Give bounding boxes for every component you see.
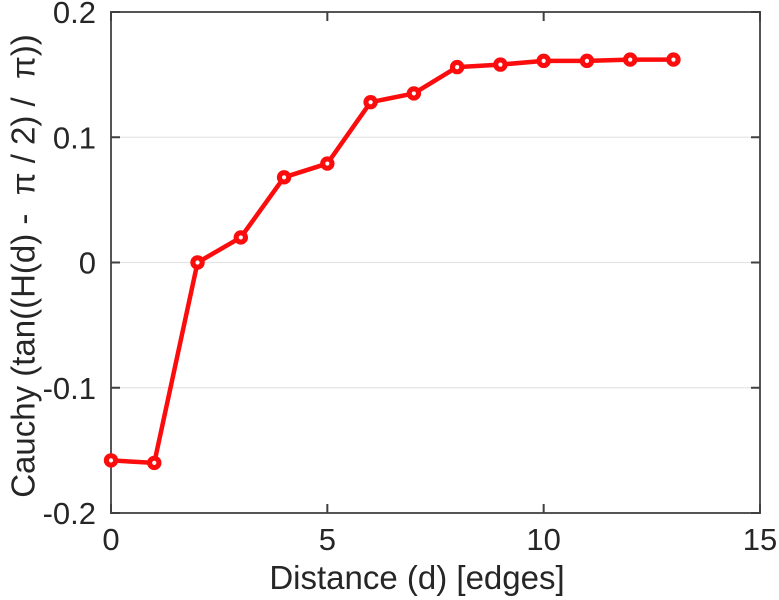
data-point-marker-center	[281, 175, 287, 180]
data-point-marker-center	[628, 57, 633, 62]
y-axis-label: Cauchy (tan((H(d) - π / 2) / π))	[4, 34, 42, 498]
data-point-marker-center	[325, 161, 330, 166]
y-tick-label: 0.2	[53, 0, 96, 30]
data-point-marker-center	[108, 458, 114, 463]
data-series-line	[108, 57, 676, 466]
x-tick-label: 5	[319, 522, 336, 557]
data-point-marker-center	[671, 57, 676, 62]
data-point-marker-center	[584, 58, 590, 63]
x-tick-label: 10	[526, 522, 560, 557]
data-point-marker-center	[498, 62, 503, 67]
data-point-marker-center	[368, 100, 373, 105]
y-tick-label: 0.1	[53, 120, 96, 155]
x-tick-label: 0	[102, 522, 119, 557]
y-tick-label: 0	[79, 246, 96, 281]
y-tick-label: -0.1	[43, 371, 96, 406]
data-point-marker-center	[152, 460, 157, 465]
data-point-marker-center	[195, 260, 200, 265]
data-point-marker-center	[541, 58, 546, 63]
data-point-marker-center	[411, 91, 416, 96]
x-axis-label: Distance (d) [edges]	[269, 559, 565, 596]
x-tick-label: 15	[743, 522, 777, 557]
data-point-marker-center	[238, 235, 243, 240]
y-tick-label: -0.2	[43, 496, 96, 531]
data-point-marker-center	[455, 65, 460, 70]
